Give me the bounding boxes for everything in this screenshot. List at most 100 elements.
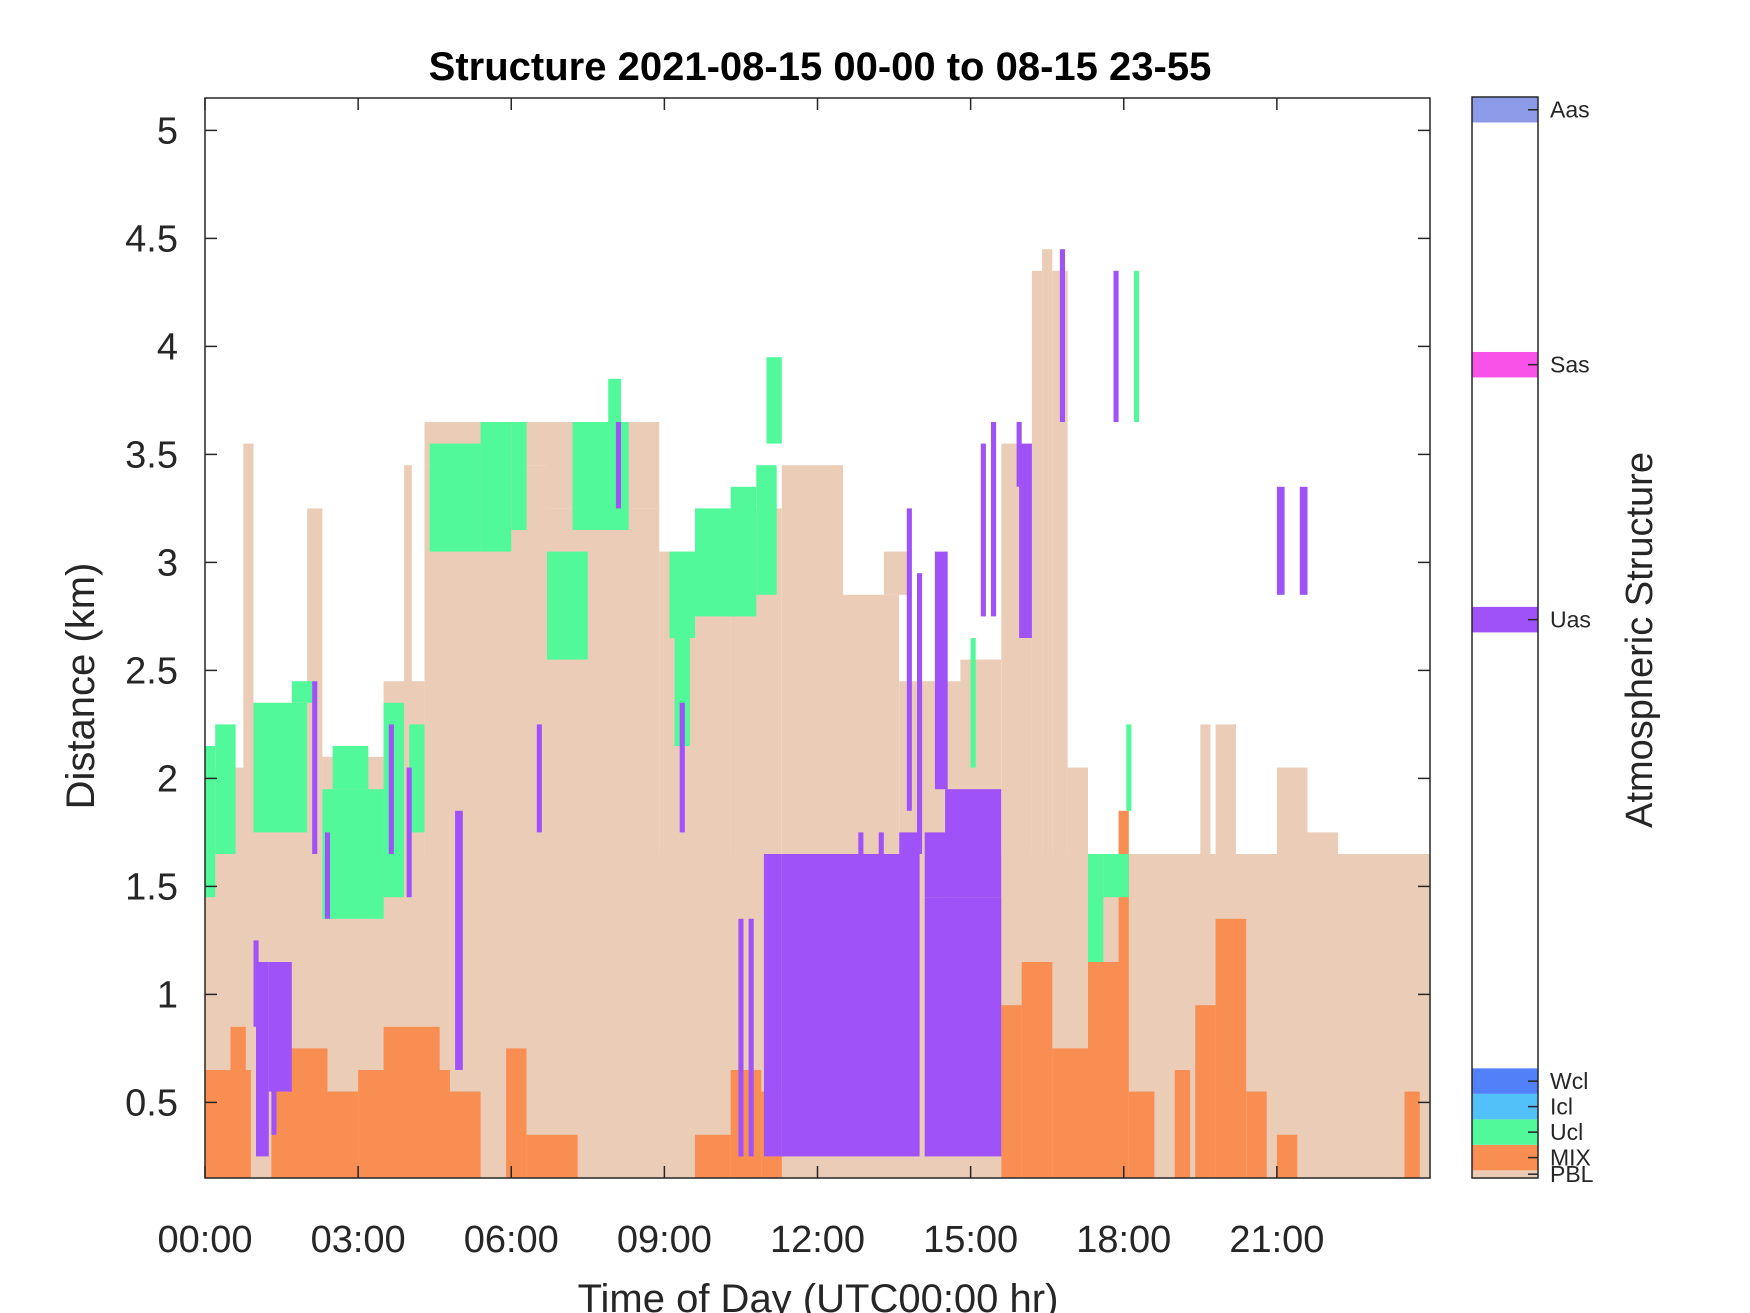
segment-ucl xyxy=(970,638,976,768)
segment-ucl xyxy=(695,508,736,617)
segment-mix xyxy=(506,1048,527,1178)
segment-ucl xyxy=(1126,724,1132,811)
segments-layer xyxy=(205,249,1430,1178)
x-tick-label: 03:00 xyxy=(311,1219,406,1261)
colorbar-tick-label: Wcl xyxy=(1550,1068,1588,1094)
segment-pbl xyxy=(1067,767,1088,854)
y-tick-label: 5 xyxy=(157,110,178,152)
segment-uas xyxy=(253,940,259,1027)
segment-ucl xyxy=(409,724,425,833)
y-tick-label: 1.5 xyxy=(125,866,178,908)
x-axis: 00:00 03:00 06:00 09:00 12:00 15:00 18:00 21:00 xyxy=(157,98,1324,1261)
segment-uas xyxy=(1019,443,1032,638)
segment-uas xyxy=(878,832,884,854)
segment-ucl xyxy=(253,702,308,833)
y-tick-label: 4 xyxy=(157,326,178,368)
segment-uas xyxy=(924,897,1002,1157)
segment-uas xyxy=(324,832,330,919)
segment-ucl xyxy=(1134,270,1140,422)
segment-mix xyxy=(695,1134,731,1178)
segment-uas xyxy=(945,789,1002,898)
x-tick-label: 21:00 xyxy=(1229,1219,1324,1261)
segment-mix xyxy=(230,1026,246,1070)
segment-ucl xyxy=(730,486,757,617)
y-tick-label: 4.5 xyxy=(125,218,178,260)
colorbar-tick-label: Sas xyxy=(1550,352,1590,378)
colorbar-swatch-ucl xyxy=(1472,1119,1538,1145)
y-axis: 0.5 1 1.5 2 2.5 3 3.5 4 4.5 5 xyxy=(125,110,1430,1124)
segment-ucl xyxy=(332,746,369,790)
colorbar-swatch-sas xyxy=(1472,351,1538,378)
segment-ucl xyxy=(669,551,695,638)
colorbar-tick-label: MIX xyxy=(1550,1145,1591,1171)
segment-mix xyxy=(1174,1070,1191,1178)
colorbar-tick-label: PBL xyxy=(1550,1161,1594,1187)
segment-uas xyxy=(615,422,621,509)
segment-mix xyxy=(1088,962,1129,1178)
segment-uas xyxy=(1016,422,1022,487)
x-tick-label: 06:00 xyxy=(464,1219,559,1261)
segment-uas xyxy=(268,962,292,1092)
segment-ucl xyxy=(1103,854,1129,898)
segment-uas xyxy=(406,767,412,898)
segment-uas xyxy=(781,854,920,1157)
y-tick-label: 0.5 xyxy=(125,1082,178,1124)
segment-ucl xyxy=(205,746,216,898)
segment-ucl xyxy=(1088,854,1104,962)
segment-ucl xyxy=(429,443,481,552)
x-tick-label: 09:00 xyxy=(617,1219,712,1261)
segment-ucl xyxy=(674,638,690,746)
segment-uas xyxy=(1059,249,1065,422)
segment-uas xyxy=(1276,486,1285,595)
segment-mix xyxy=(1246,1091,1267,1178)
segment-ucl xyxy=(608,378,621,422)
segment-mix xyxy=(383,1026,440,1070)
colorbar-swatch-wcl xyxy=(1472,1068,1538,1094)
segment-uas xyxy=(917,573,923,854)
segment-ucl xyxy=(480,422,512,552)
segment-mix xyxy=(1021,962,1053,1178)
colorbar-frame xyxy=(1471,96,1539,1179)
y-tick-label: 3.5 xyxy=(125,434,178,476)
segment-mix xyxy=(1195,1005,1216,1178)
segment-uas xyxy=(679,702,685,833)
segment-mix xyxy=(358,1070,450,1178)
segment-uas xyxy=(934,551,948,790)
segment-mix xyxy=(327,1091,359,1178)
segment-uas xyxy=(388,724,394,854)
chart-title: Structure 2021-08-15 00-00 to 08-15 23-5… xyxy=(429,45,1212,89)
segment-mix xyxy=(1215,918,1247,1178)
colorbar-swatch-aas xyxy=(1472,97,1538,123)
segment-pbl xyxy=(1200,724,1211,854)
segment-uas xyxy=(455,810,463,1070)
colorbar-swatches xyxy=(1472,97,1538,1178)
y-tick-label: 2.5 xyxy=(125,650,178,692)
segment-uas xyxy=(271,1091,277,1135)
segment-ucl xyxy=(547,551,588,660)
segment-mix xyxy=(1001,1005,1022,1178)
segment-mix xyxy=(1276,1134,1298,1178)
y-tick-label: 1 xyxy=(157,974,178,1016)
segment-uas xyxy=(256,962,269,1157)
colorbar-tick-label: Ucl xyxy=(1550,1119,1583,1145)
segment-uas xyxy=(906,508,912,811)
colorbar-tick-label: Aas xyxy=(1550,97,1590,123)
segment-uas xyxy=(980,443,986,617)
colorbar-tick-label: Icl xyxy=(1550,1094,1573,1120)
segment-uas xyxy=(738,918,744,1157)
x-tick-label: 12:00 xyxy=(770,1219,865,1261)
segment-ucl xyxy=(511,422,527,530)
segment-ucl xyxy=(766,357,782,444)
segment-pbl xyxy=(1215,724,1236,854)
segment-uas xyxy=(991,422,997,617)
segment-ucl xyxy=(756,465,777,595)
segment-pbl xyxy=(404,465,412,692)
segment-mix xyxy=(730,1070,762,1178)
segment-uas xyxy=(899,832,920,854)
segment-pbl xyxy=(1042,249,1053,854)
segment-uas xyxy=(536,724,542,833)
segment-uas xyxy=(1299,486,1308,595)
segment-uas xyxy=(1113,270,1119,422)
